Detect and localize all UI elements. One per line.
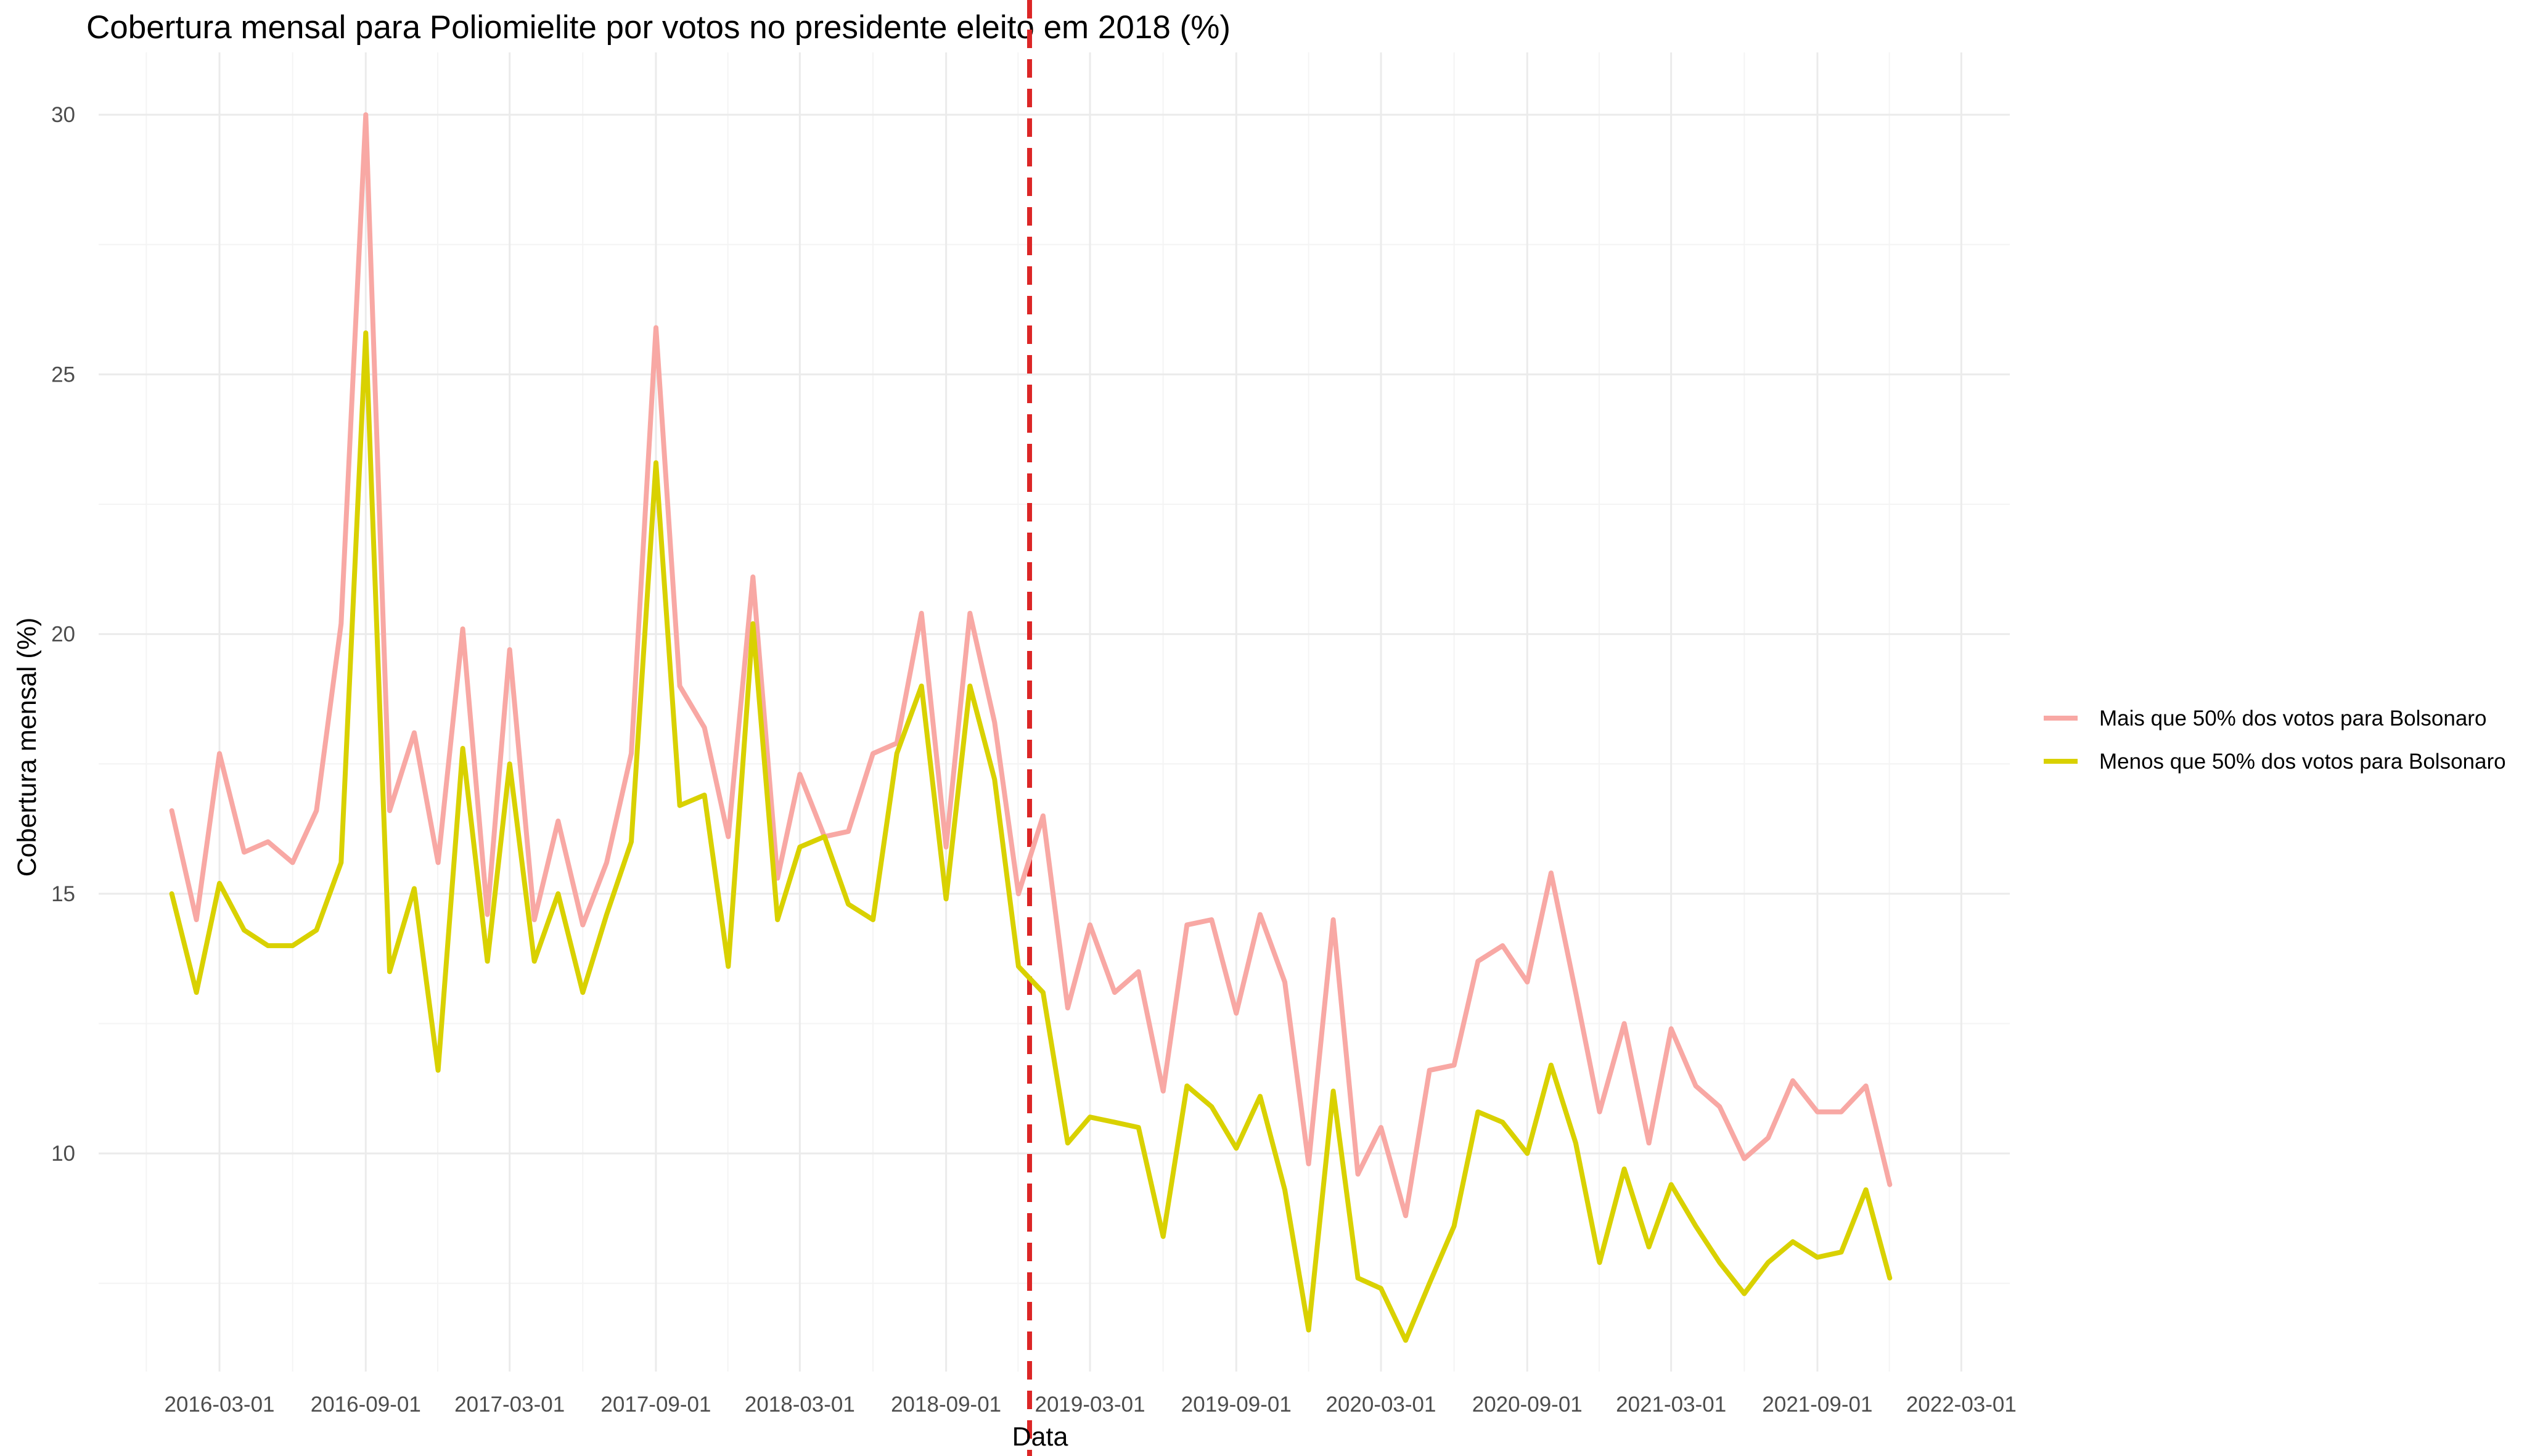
x-tick-label: 2017-09-01 <box>600 1393 711 1417</box>
series-layer <box>169 112 1893 1343</box>
x-axis-ticks: 2016-03-01 2016-09-01 2017-03-01 2017-09-01… <box>164 1393 2016 1417</box>
y-tick-label: 15 <box>51 882 75 906</box>
x-tick-label: 2020-09-01 <box>1472 1393 1583 1417</box>
x-tick-label: 2016-09-01 <box>311 1393 421 1417</box>
y-axis-title: Cobertura mensal (%) <box>12 618 42 877</box>
x-tick-label: 2017-03-01 <box>454 1393 565 1417</box>
grid-major <box>99 52 2010 1372</box>
y-tick-label: 25 <box>51 362 75 386</box>
x-tick-label: 2020-03-01 <box>1325 1393 1436 1417</box>
series-line-2 <box>169 330 1893 1343</box>
y-tick-label: 20 <box>51 623 75 647</box>
x-tick-label: 2022-03-01 <box>1906 1393 2017 1417</box>
x-tick-label: 2018-09-01 <box>891 1393 1001 1417</box>
y-axis-ticks: 10 15 20 25 30 <box>51 103 75 1166</box>
legend: Mais que 50% dos votos para Bolsonaro Men… <box>2044 706 2506 774</box>
y-tick-label: 30 <box>51 103 75 127</box>
chart-title: Cobertura mensal para Poliomielite por v… <box>86 9 1231 46</box>
y-tick-label: 10 <box>51 1142 75 1166</box>
x-tick-label: 2019-03-01 <box>1035 1393 1145 1417</box>
grid-minor <box>99 52 2010 1372</box>
series-line-1 <box>169 112 1893 1219</box>
legend-label-1: Mais que 50% dos votos para Bolsonaro <box>2099 706 2486 730</box>
x-axis-title: Data <box>1012 1422 1068 1452</box>
legend-label-2: Menos que 50% dos votos para Bolsonaro <box>2099 750 2506 774</box>
x-tick-label: 2021-09-01 <box>1762 1393 1872 1417</box>
x-tick-label: 2021-03-01 <box>1616 1393 1726 1417</box>
x-tick-label: 2016-03-01 <box>164 1393 274 1417</box>
x-tick-label: 2018-03-01 <box>745 1393 855 1417</box>
x-tick-label: 2019-09-01 <box>1181 1393 1292 1417</box>
